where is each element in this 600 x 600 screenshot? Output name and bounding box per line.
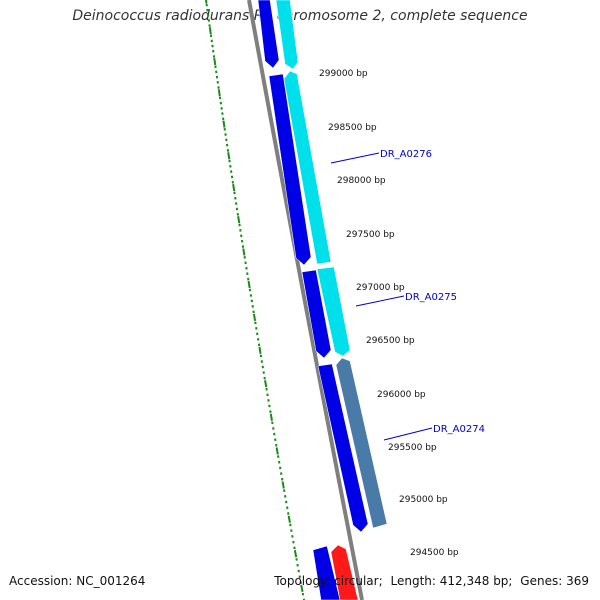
bp-label: 295000 bp <box>399 495 448 505</box>
sequence-summary: Topology: circular; Length: 412,348 bp; … <box>274 574 589 588</box>
gene-label-leader <box>383 427 433 441</box>
bp-position-labels: 299000 bp 298500 bp 298000 bp 297500 bp 2970… <box>319 69 459 558</box>
skew-tick <box>252 313 257 321</box>
skew-tick <box>300 584 304 592</box>
skew-tick <box>242 248 246 256</box>
skew-tick <box>269 413 273 421</box>
gene-labels: DR_A0276 DR_A0275 DR_A0274 <box>330 149 485 441</box>
gene-block[interactable] <box>268 73 312 266</box>
gene-block[interactable] <box>257 0 280 69</box>
accession-value: NC_001264 <box>76 574 146 588</box>
gc-skew-ticks <box>204 0 306 600</box>
gene-label[interactable]: DR_A0275 <box>405 292 457 303</box>
skew-tick <box>227 152 231 160</box>
bp-label: 296000 bp <box>377 390 426 400</box>
skew-tick <box>258 346 262 355</box>
gene-block[interactable] <box>317 363 369 533</box>
length-label: Length: <box>390 574 436 588</box>
bp-label: 295500 bp <box>388 443 437 453</box>
gene-block[interactable] <box>330 544 359 600</box>
gene-block[interactable] <box>275 0 299 70</box>
genes-value: 369 <box>566 574 589 588</box>
skew-tick <box>232 183 236 192</box>
accession-info: Accession: NC_001264 <box>9 574 145 588</box>
length-value: 412,348 bp <box>439 574 509 588</box>
topology-value: circular <box>334 574 379 588</box>
outer-gene-track <box>275 0 388 600</box>
skew-tick <box>213 57 217 66</box>
bp-label: 298500 bp <box>328 123 377 133</box>
skew-tick <box>287 515 291 523</box>
forward-gene-track <box>257 0 369 600</box>
bp-label: 299000 bp <box>319 69 368 79</box>
skew-tick <box>204 0 208 4</box>
gene-label[interactable]: DR_A0274 <box>433 424 485 435</box>
skew-tick <box>264 380 268 388</box>
genes-label: Genes: <box>520 574 563 588</box>
skew-tick <box>208 27 212 35</box>
gene-label-leader <box>355 295 405 307</box>
skew-tick <box>222 120 226 128</box>
skew-tick <box>275 447 279 455</box>
gene-block[interactable] <box>301 269 332 359</box>
topology-label: Topology: <box>274 574 331 588</box>
gene-label-leader <box>330 152 380 164</box>
bp-label: 298000 bp <box>337 176 386 186</box>
skew-tick <box>237 216 241 224</box>
bp-label: 297500 bp <box>346 230 395 240</box>
chromosome-backbone <box>247 0 364 600</box>
gene-block[interactable] <box>335 357 388 529</box>
skew-tick <box>247 280 251 289</box>
gene-block[interactable] <box>283 70 332 265</box>
accession-label: Accession: <box>9 574 73 588</box>
gene-label[interactable]: DR_A0276 <box>380 149 432 160</box>
bp-label: 296500 bp <box>366 336 415 346</box>
gene-block[interactable] <box>316 266 351 357</box>
bp-label: 294500 bp <box>410 548 459 558</box>
skew-tick <box>293 550 298 558</box>
map-title: Deinococcus radiodurans R1 chromosome 2,… <box>72 8 528 24</box>
bp-label: 297000 bp <box>356 283 405 293</box>
skew-tick <box>217 89 221 97</box>
skew-tick <box>281 481 285 489</box>
gene-block[interactable] <box>312 545 341 600</box>
